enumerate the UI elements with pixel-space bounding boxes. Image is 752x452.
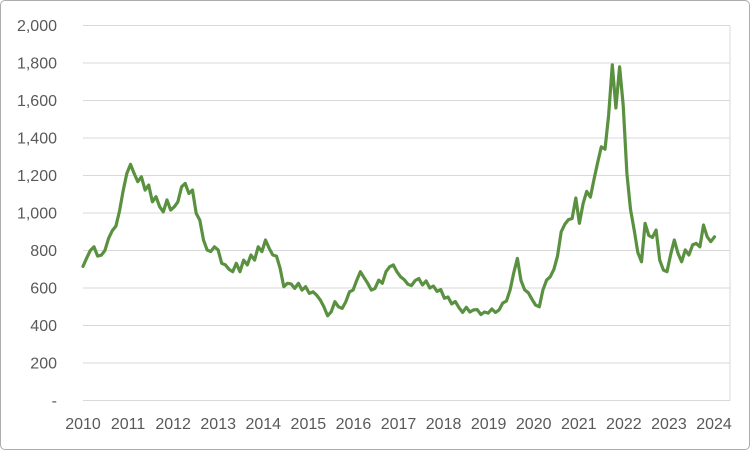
x-axis-tick-label: 2012 <box>155 416 191 433</box>
x-axis-tick-label: 2023 <box>651 416 687 433</box>
y-axis-tick-label: - <box>52 393 57 410</box>
y-axis-tick-label: 1,800 <box>17 56 57 73</box>
y-axis-tick-label: 1,000 <box>17 206 57 223</box>
x-axis-tick-label: 2016 <box>336 416 372 433</box>
y-axis-tick-label: 1,400 <box>17 131 57 148</box>
x-axis-tick-label: 2022 <box>606 416 642 433</box>
price-series-line <box>81 63 717 318</box>
y-axis-tick-label: 600 <box>30 281 57 298</box>
y-axis-tick-label: 1,200 <box>17 168 57 185</box>
x-axis-tick-label: 2011 <box>111 416 146 433</box>
x-axis-tick-label: 2024 <box>696 416 732 433</box>
x-axis-tick-label: 2021 <box>561 416 597 433</box>
y-axis-tick-label: 1,600 <box>17 93 57 110</box>
x-axis-tick-label: 2019 <box>471 416 507 433</box>
y-axis-tick-label: 2,000 <box>17 18 57 35</box>
x-axis-tick-label: 2013 <box>200 416 236 433</box>
x-axis-tick-label: 2010 <box>65 416 101 433</box>
x-axis-tick-label: 2017 <box>381 416 417 433</box>
y-axis-tick-label: 200 <box>30 356 57 373</box>
y-axis-tick-label: 400 <box>30 318 57 335</box>
x-axis-tick-label: 2015 <box>291 416 327 433</box>
x-axis-tick-label: 2018 <box>426 416 462 433</box>
x-axis-tick-label: 2020 <box>516 416 552 433</box>
x-axis-tick-label: 2014 <box>245 416 281 433</box>
y-axis-tick-label: 800 <box>30 243 57 260</box>
